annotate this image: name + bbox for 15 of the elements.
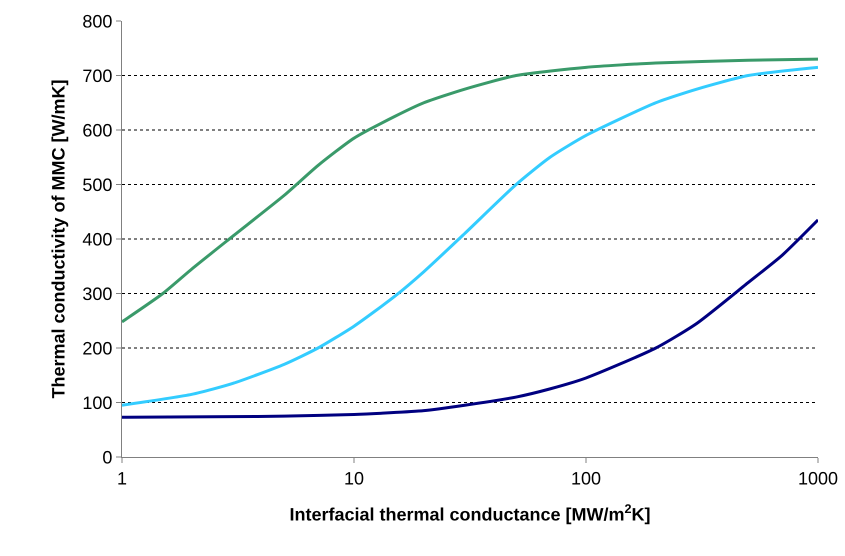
x-tick-label: 1 [116,468,128,489]
y-tick-label: 400 [82,229,112,250]
y-axis-title: Thermal conductivity of MMC [W/mK] [48,80,69,398]
y-tick-label: 700 [82,66,112,86]
y-tick-label: 200 [82,338,112,358]
y-tick-label: 0 [102,447,112,468]
y-tick-label: 500 [82,174,112,195]
x-tick-label: 100 [570,468,602,489]
y-tick-label: 800 [82,11,112,32]
x-tick-label: 1000 [798,468,838,489]
x-axis-title: Interfacial thermal conductance [MW/m$^{2}$K] [289,502,651,525]
x-tick-label: 10 [344,468,364,489]
y-tick-label: 600 [82,120,112,140]
y-tick-label: 300 [82,284,112,304]
y-tick-label: 100 [82,392,112,413]
